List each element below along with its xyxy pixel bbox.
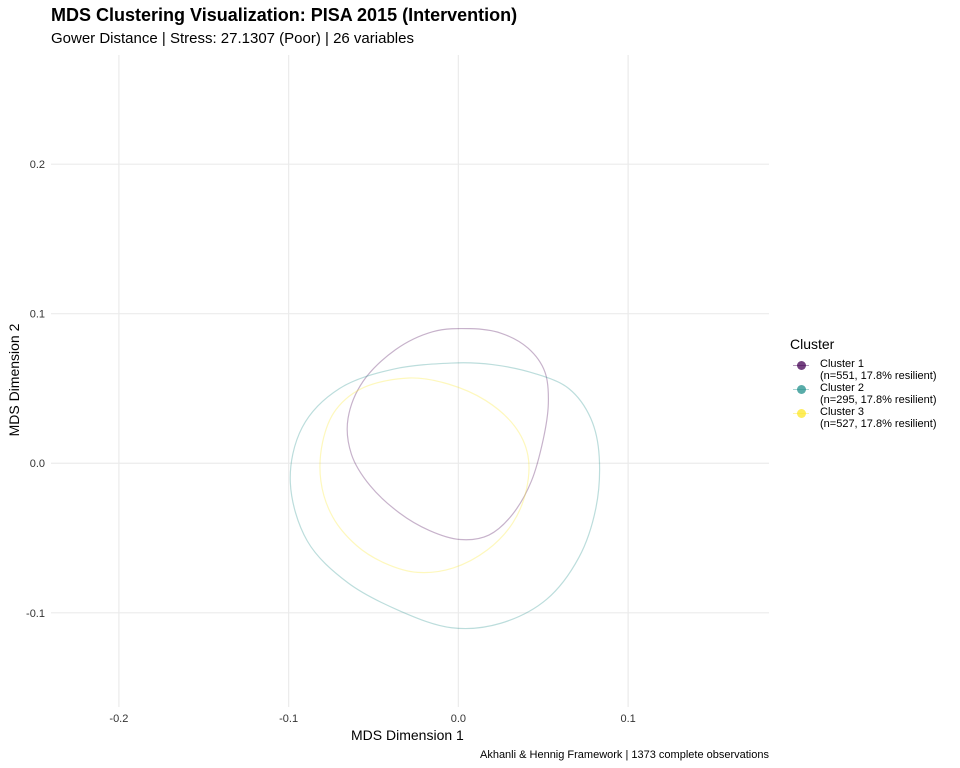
x-tick-label: 0.0 xyxy=(451,713,466,725)
legend-label-cluster-2: Cluster 2 xyxy=(820,382,865,394)
chart-subtitle: Gower Distance | Stress: 27.1307 (Poor) … xyxy=(51,30,414,47)
legend-title: Cluster xyxy=(790,336,835,352)
y-axis-label: MDS Dimension 2 xyxy=(6,323,22,437)
cluster-ellipses xyxy=(289,327,601,630)
legend-detail-cluster-3: (n=527, 17.8% resilient) xyxy=(820,418,937,430)
legend-item-cluster-3: Cluster 3 (n=527, 17.8% resilient) xyxy=(790,406,936,430)
chart-title: MDS Clustering Visualization: PISA 2015 … xyxy=(51,5,518,25)
legend-item-cluster-2: Cluster 2 (n=295, 17.8% resilient) xyxy=(790,382,936,406)
legend-key-cluster-1 xyxy=(790,358,812,382)
ellipse-cluster-3 xyxy=(319,377,530,574)
x-tick-label: -0.1 xyxy=(279,713,298,725)
legend-label-cluster-3: Cluster 3 xyxy=(820,406,865,418)
tick-labels: -0.2 -0.1 0.0 0.1 -0.1 0.0 0.1 0.2 xyxy=(26,159,636,725)
chart-caption: Akhanli & Hennig Framework | 1373 comple… xyxy=(479,749,769,761)
y-tick-label: 0.0 xyxy=(30,458,45,470)
y-tick-label: 0.2 xyxy=(30,159,45,171)
legend-key-cluster-2 xyxy=(790,382,812,406)
legend-detail-cluster-1: (n=551, 17.8% resilient) xyxy=(820,370,937,382)
legend-key-cluster-3 xyxy=(790,406,812,430)
grid-lines xyxy=(51,55,769,707)
legend-detail-cluster-2: (n=295, 17.8% resilient) xyxy=(820,394,937,406)
x-axis-label: MDS Dimension 1 xyxy=(351,727,464,743)
legend-item-cluster-1: Cluster 1 (n=551, 17.8% resilient) xyxy=(790,358,936,382)
y-tick-label: -0.1 xyxy=(26,608,45,620)
x-tick-label: 0.1 xyxy=(620,713,635,725)
ellipse-cluster-2 xyxy=(289,362,601,630)
y-tick-label: 0.1 xyxy=(30,309,45,321)
x-tick-label: -0.2 xyxy=(109,713,128,725)
legend-label-cluster-1: Cluster 1 xyxy=(820,358,865,370)
ellipse-cluster-1 xyxy=(346,327,550,541)
legend: Cluster Cluster 1 (n=551, 17.8% resilien… xyxy=(790,336,936,430)
